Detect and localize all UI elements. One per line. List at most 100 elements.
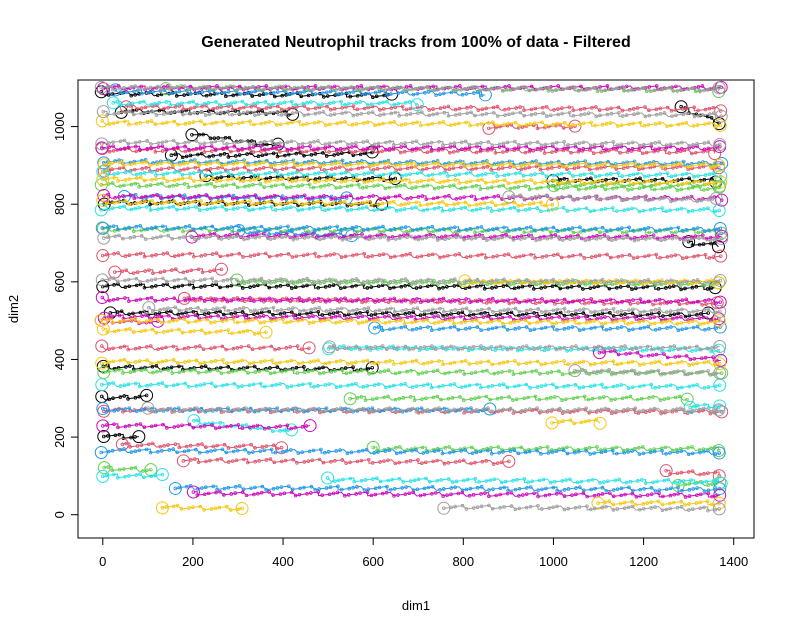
track-point xyxy=(190,132,194,137)
track-point xyxy=(333,166,338,170)
track-point xyxy=(279,252,283,257)
track-point xyxy=(113,270,117,274)
track-point xyxy=(465,106,469,110)
track-point xyxy=(153,284,158,288)
track-point xyxy=(119,309,124,313)
track-point xyxy=(134,283,139,288)
track-point xyxy=(150,253,154,258)
track-point xyxy=(673,253,678,257)
track-point xyxy=(223,136,228,140)
track-point xyxy=(668,313,673,317)
track-point xyxy=(552,253,556,257)
track-point xyxy=(695,312,699,317)
track-point xyxy=(116,365,121,370)
track-point xyxy=(665,105,670,110)
track-point xyxy=(275,253,279,258)
track-point xyxy=(558,310,563,315)
track-point xyxy=(320,313,325,317)
track-point xyxy=(218,285,222,290)
track-point xyxy=(144,393,149,398)
track-point xyxy=(430,252,435,257)
track-point xyxy=(396,312,400,317)
track-point xyxy=(585,177,589,182)
track-point xyxy=(557,165,562,169)
track-point xyxy=(684,106,689,110)
track-point xyxy=(370,366,374,370)
track-point xyxy=(620,108,625,113)
track-point xyxy=(269,299,274,303)
track-point xyxy=(161,252,166,256)
track-point xyxy=(356,166,361,171)
track-point xyxy=(635,106,640,110)
track-point xyxy=(453,107,458,112)
track-point xyxy=(257,107,261,111)
track-point xyxy=(189,268,193,273)
track-point xyxy=(202,312,207,316)
track-point xyxy=(514,106,518,110)
track-point xyxy=(569,150,573,155)
track-point xyxy=(388,286,392,291)
track-point xyxy=(240,310,245,314)
track-point xyxy=(192,105,197,110)
track-point xyxy=(480,107,485,112)
track-point xyxy=(134,149,138,154)
track-point xyxy=(447,167,452,171)
track-path xyxy=(170,151,373,159)
track-point xyxy=(311,165,315,170)
track-point xyxy=(562,313,567,318)
track-point xyxy=(358,152,363,157)
track-point xyxy=(400,253,404,258)
track-point xyxy=(558,286,563,291)
track-point xyxy=(229,283,234,288)
track-point xyxy=(174,267,178,272)
track-point xyxy=(512,286,517,291)
track-point xyxy=(707,106,712,111)
track-point xyxy=(596,312,601,317)
track-point xyxy=(127,284,132,289)
track-point xyxy=(337,165,342,169)
track-point xyxy=(275,104,280,109)
track-point xyxy=(173,105,178,109)
track-point xyxy=(587,167,592,172)
track-point xyxy=(284,166,289,171)
track-point xyxy=(358,310,362,315)
track-point xyxy=(667,285,672,289)
track-point xyxy=(703,252,708,257)
track-point xyxy=(532,311,536,315)
track-point xyxy=(313,152,318,156)
track-point xyxy=(139,366,143,371)
track-point xyxy=(306,93,311,98)
track-point xyxy=(370,254,374,258)
track-point xyxy=(106,434,110,438)
track-point xyxy=(237,153,242,157)
track-point xyxy=(467,313,472,318)
track-point xyxy=(142,254,147,259)
track-point xyxy=(204,168,209,172)
track-point xyxy=(118,395,123,399)
track-point xyxy=(658,106,663,111)
track-point xyxy=(546,166,550,171)
track-point xyxy=(301,284,305,289)
track-point xyxy=(392,254,397,259)
track-point xyxy=(245,365,250,370)
track-point xyxy=(427,108,431,112)
track-point xyxy=(170,268,174,273)
track-point xyxy=(291,176,295,181)
track-point xyxy=(409,165,414,170)
track-point xyxy=(381,252,386,256)
track-point xyxy=(665,255,670,259)
track-point xyxy=(605,252,609,257)
track-point xyxy=(376,150,380,154)
track-point xyxy=(251,150,256,154)
track-point xyxy=(415,255,420,259)
track-point xyxy=(446,253,450,258)
track-point xyxy=(135,107,140,111)
track-point xyxy=(154,364,159,368)
track-point xyxy=(549,298,553,303)
track xyxy=(97,161,726,178)
track-point xyxy=(669,108,674,113)
track-point xyxy=(630,287,634,291)
track-point xyxy=(340,151,344,155)
track-point xyxy=(634,177,638,182)
track-point xyxy=(322,95,326,99)
